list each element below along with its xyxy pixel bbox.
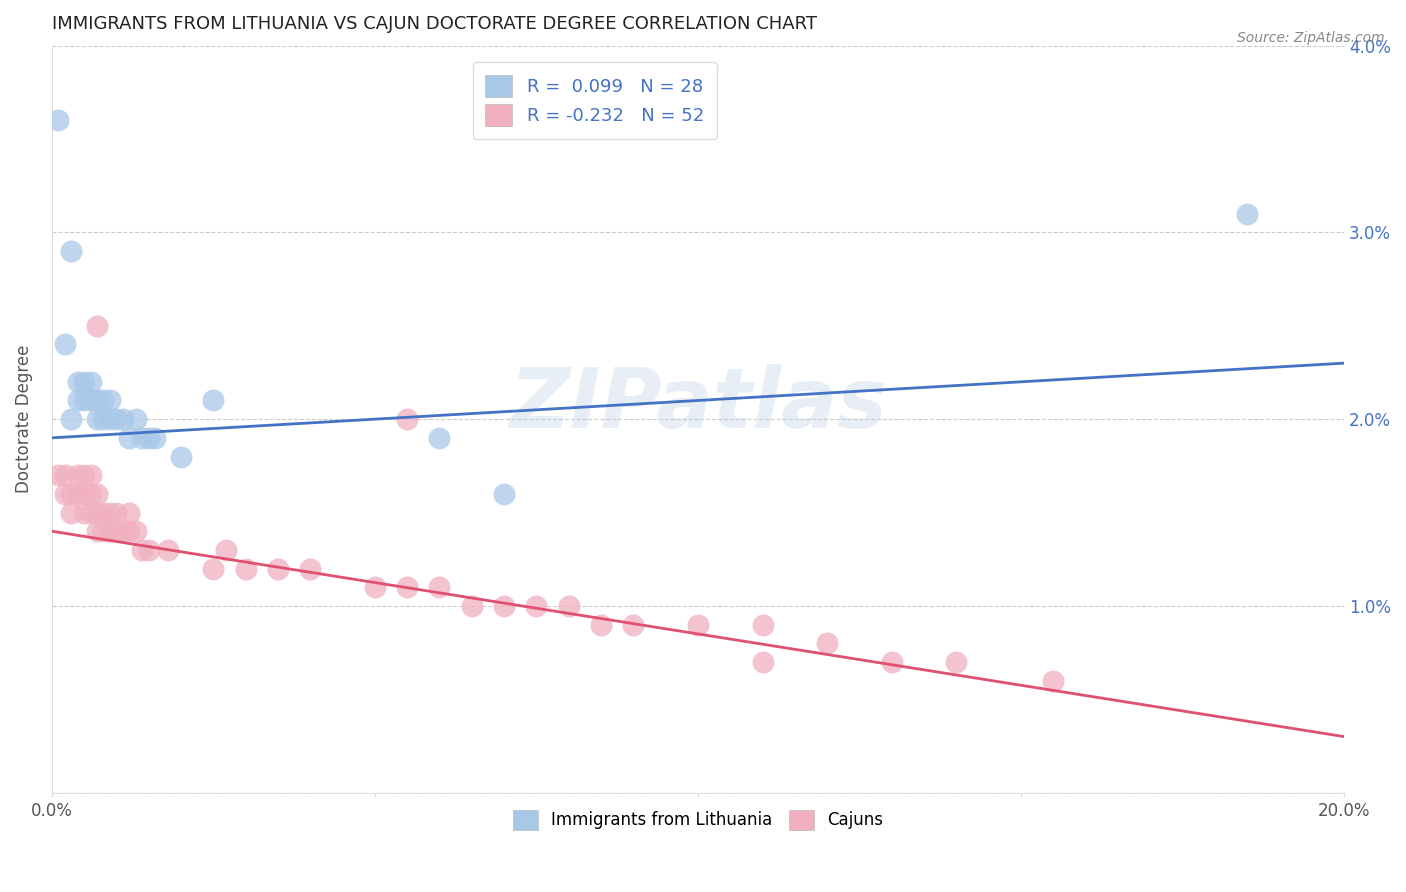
Legend: Immigrants from Lithuania, Cajuns: Immigrants from Lithuania, Cajuns	[506, 803, 890, 837]
Point	[125, 524, 148, 539]
Point	[79, 393, 101, 408]
Point	[98, 524, 121, 539]
Point	[557, 599, 579, 613]
Point	[86, 412, 108, 426]
Point	[66, 375, 89, 389]
Point	[73, 468, 96, 483]
Point	[53, 468, 76, 483]
Y-axis label: Doctorate Degree: Doctorate Degree	[15, 345, 32, 493]
Point	[880, 655, 903, 669]
Point	[157, 542, 180, 557]
Point	[93, 412, 115, 426]
Point	[79, 375, 101, 389]
Point	[215, 542, 238, 557]
Text: ZIPatlas: ZIPatlas	[509, 364, 887, 445]
Point	[526, 599, 548, 613]
Text: Source: ZipAtlas.com: Source: ZipAtlas.com	[1237, 31, 1385, 45]
Point	[66, 468, 89, 483]
Point	[60, 506, 83, 520]
Point	[494, 599, 516, 613]
Point	[621, 617, 644, 632]
Point	[86, 318, 108, 333]
Point	[60, 487, 83, 501]
Point	[118, 524, 141, 539]
Point	[46, 113, 69, 128]
Point	[93, 524, 115, 539]
Point	[429, 431, 451, 445]
Point	[751, 617, 773, 632]
Point	[53, 337, 76, 351]
Point	[93, 393, 115, 408]
Point	[461, 599, 484, 613]
Point	[60, 244, 83, 258]
Text: IMMIGRANTS FROM LITHUANIA VS CAJUN DOCTORATE DEGREE CORRELATION CHART: IMMIGRANTS FROM LITHUANIA VS CAJUN DOCTO…	[52, 15, 817, 33]
Point	[86, 506, 108, 520]
Point	[60, 412, 83, 426]
Point	[1042, 673, 1064, 688]
Point	[589, 617, 612, 632]
Point	[111, 524, 134, 539]
Point	[105, 412, 128, 426]
Point	[73, 506, 96, 520]
Point	[79, 468, 101, 483]
Point	[686, 617, 709, 632]
Point	[105, 506, 128, 520]
Point	[429, 580, 451, 594]
Point	[73, 393, 96, 408]
Point	[138, 542, 160, 557]
Point	[66, 393, 89, 408]
Point	[105, 524, 128, 539]
Point	[98, 393, 121, 408]
Point	[66, 487, 89, 501]
Point	[53, 487, 76, 501]
Point	[235, 561, 257, 575]
Point	[111, 412, 134, 426]
Point	[1236, 207, 1258, 221]
Point	[396, 580, 419, 594]
Point	[299, 561, 322, 575]
Point	[815, 636, 838, 650]
Point	[138, 431, 160, 445]
Point	[46, 468, 69, 483]
Point	[73, 487, 96, 501]
Point	[131, 431, 153, 445]
Point	[125, 412, 148, 426]
Point	[118, 506, 141, 520]
Point	[98, 506, 121, 520]
Point	[73, 375, 96, 389]
Point	[751, 655, 773, 669]
Point	[364, 580, 387, 594]
Point	[494, 487, 516, 501]
Point	[202, 561, 225, 575]
Point	[79, 487, 101, 501]
Point	[118, 431, 141, 445]
Point	[170, 450, 193, 464]
Point	[86, 393, 108, 408]
Point	[93, 506, 115, 520]
Point	[79, 506, 101, 520]
Point	[396, 412, 419, 426]
Point	[267, 561, 290, 575]
Point	[143, 431, 166, 445]
Point	[86, 487, 108, 501]
Point	[945, 655, 967, 669]
Point	[98, 412, 121, 426]
Point	[131, 542, 153, 557]
Point	[202, 393, 225, 408]
Point	[86, 524, 108, 539]
